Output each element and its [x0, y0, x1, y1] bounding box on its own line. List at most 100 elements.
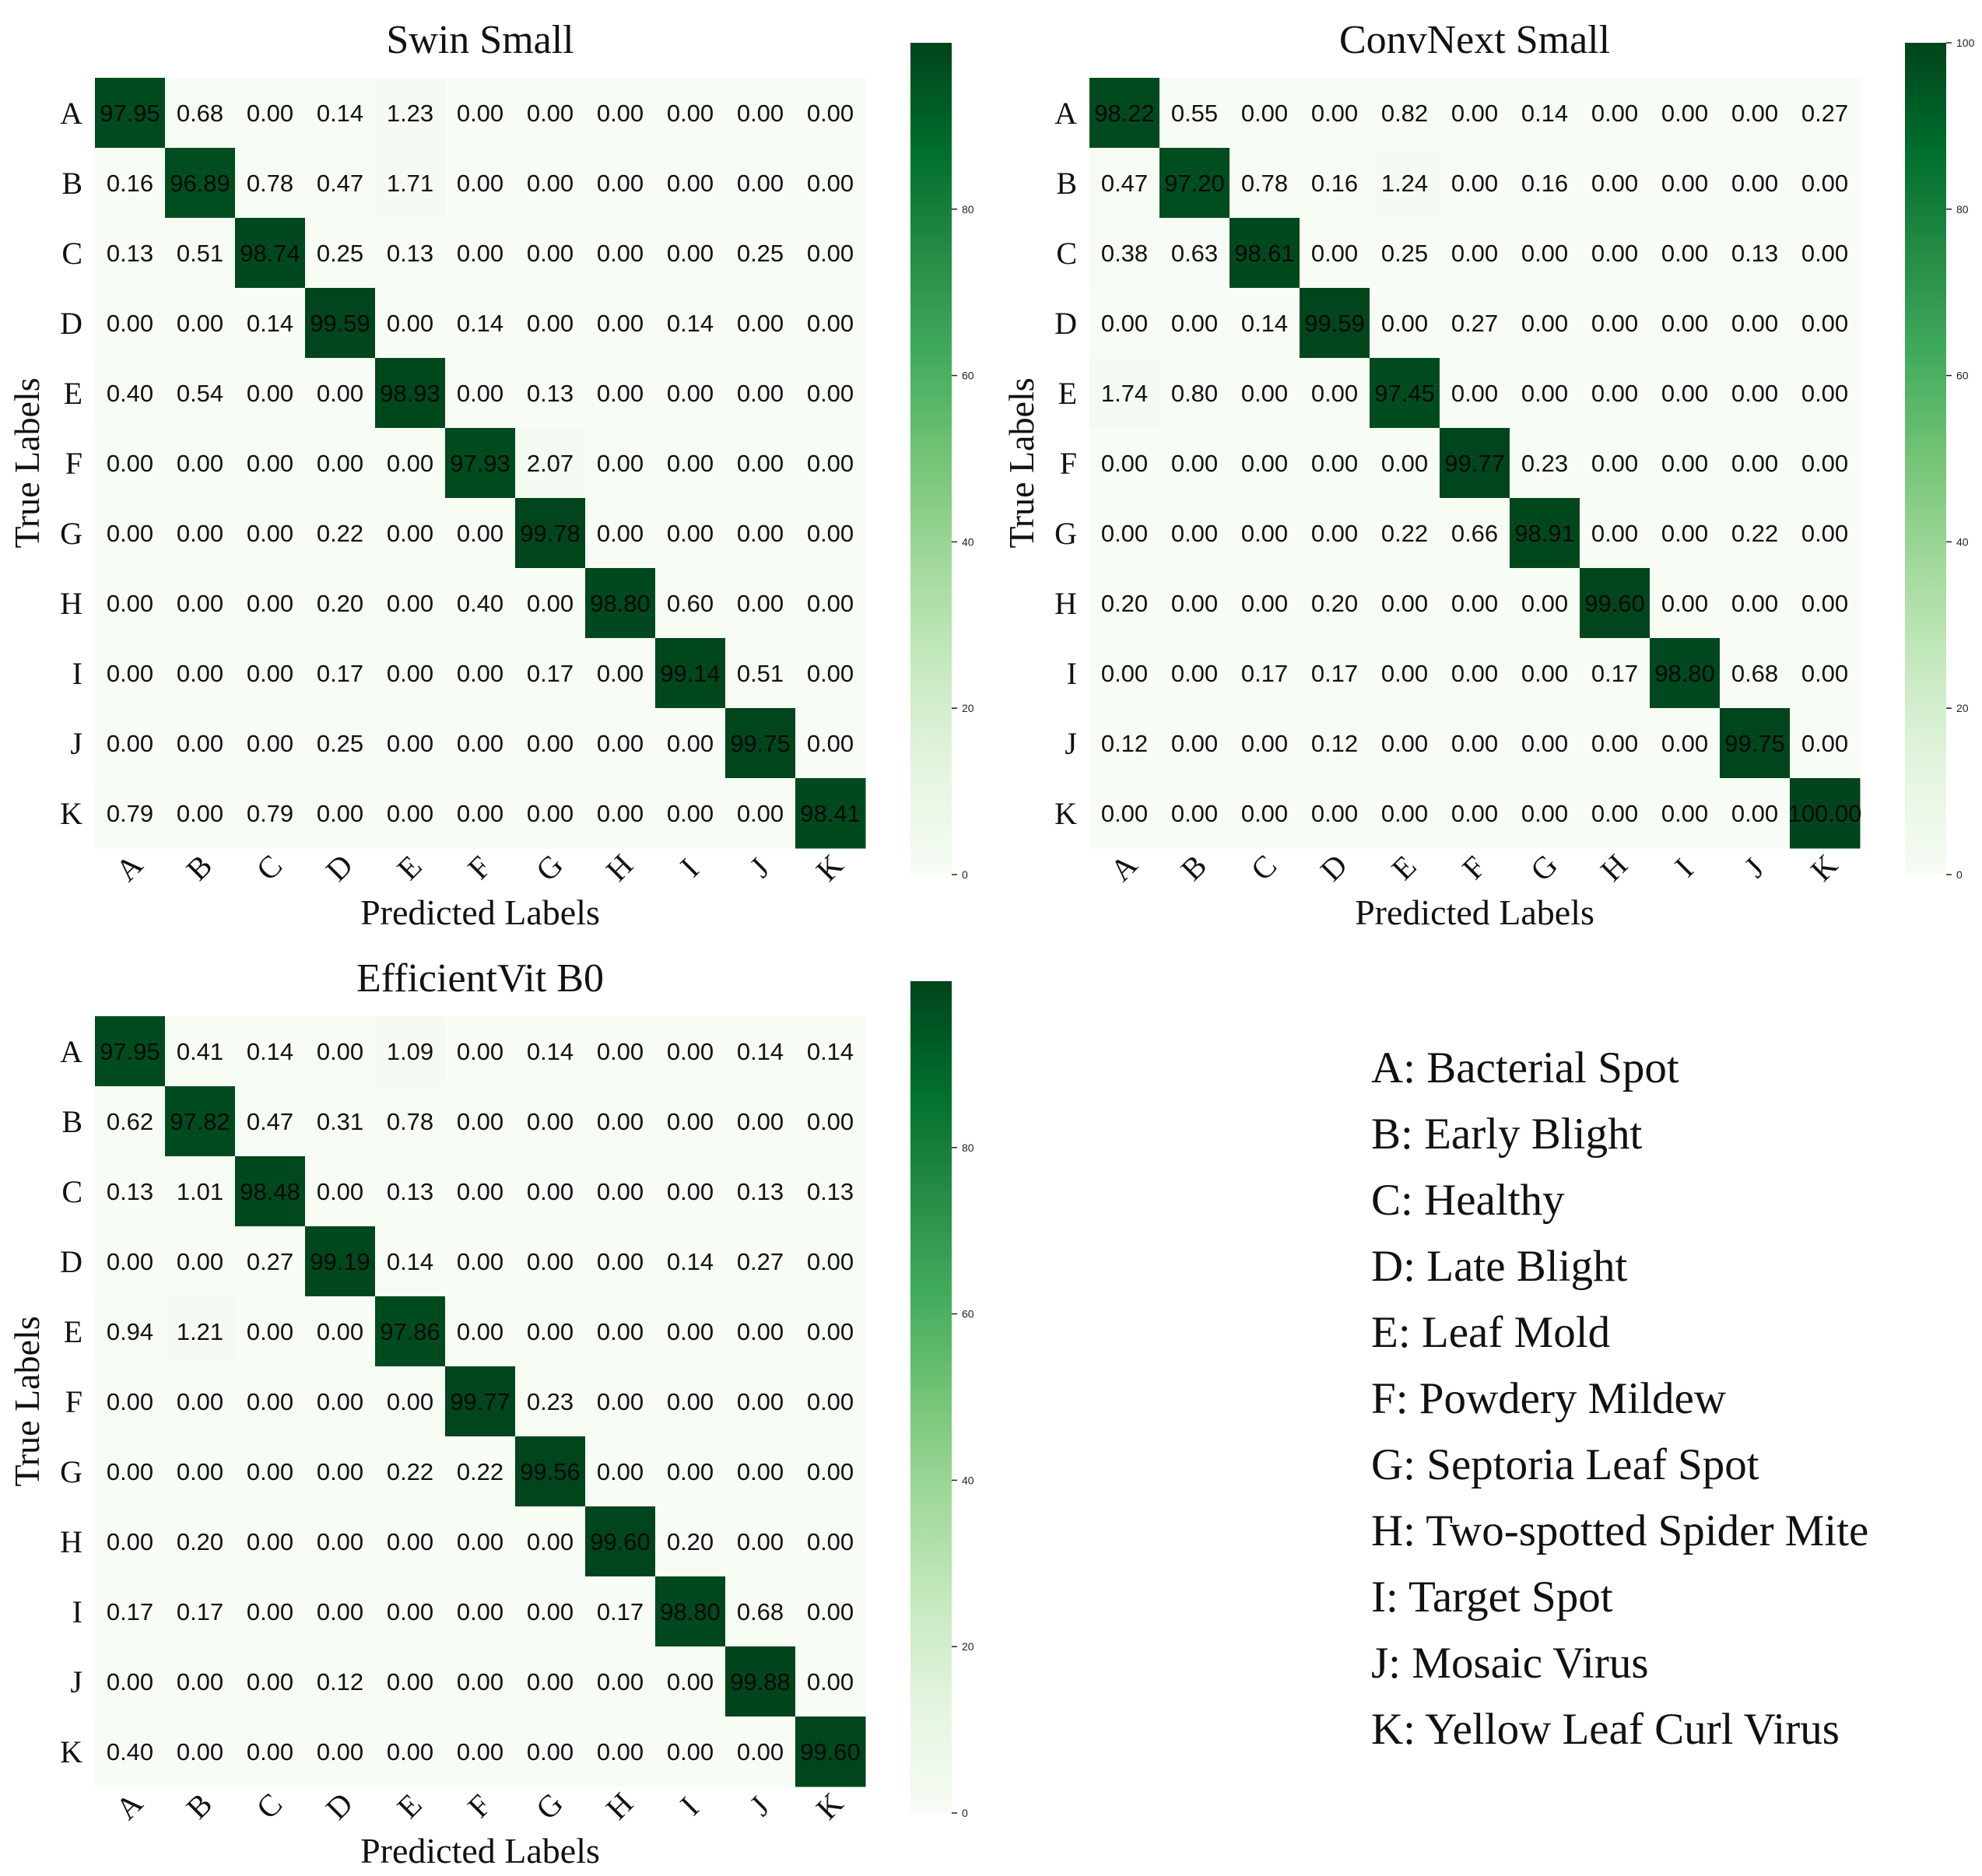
- y-tick-label: K: [60, 796, 82, 831]
- cell-value-label: 99.77: [450, 1388, 510, 1415]
- heatmap-cell: [165, 1366, 236, 1437]
- heatmap-cell: [795, 148, 866, 219]
- cell-value-label: 0.27: [737, 1248, 784, 1275]
- heatmap-cell: [795, 1016, 866, 1087]
- heatmap-cell: [725, 1646, 796, 1717]
- heatmap-cell: [375, 568, 446, 639]
- colorbar-tick-label: 100: [1956, 37, 1975, 49]
- cell-value-label: 0.00: [317, 1388, 363, 1415]
- heatmap-cell: [305, 1716, 376, 1787]
- heatmap-cell: [1089, 78, 1160, 149]
- heatmap-cell: [165, 288, 236, 359]
- y-tick-label: F: [1060, 446, 1077, 481]
- cell-value-label: 0.00: [457, 1598, 503, 1625]
- heatmap-cell: [1790, 708, 1861, 779]
- heatmap-cell: [725, 148, 796, 219]
- heatmap-cell: [1159, 778, 1230, 849]
- heatmap-cell: [655, 218, 726, 289]
- heatmap-cell: [655, 148, 726, 219]
- cell-value-label: 98.48: [240, 1178, 300, 1205]
- cell-value-label: 99.56: [520, 1458, 581, 1485]
- heatmap-cell: [1580, 428, 1650, 499]
- y-tick-label: C: [1056, 236, 1077, 271]
- heatmap-cell: [725, 1436, 796, 1507]
- cell-value-label: 0.40: [107, 380, 153, 407]
- heatmap-cell: [235, 638, 306, 709]
- cell-value-label: 0.00: [107, 1458, 153, 1485]
- heatmap-cell: [655, 1156, 726, 1227]
- cell-value-label: 0.00: [1521, 240, 1568, 267]
- cell-value-label: 0.00: [597, 170, 644, 197]
- heatmap-cell: [515, 358, 586, 429]
- heatmap-cell: [795, 1646, 866, 1717]
- cell-value-label: 0.00: [1521, 310, 1568, 337]
- heatmap-cell: [655, 498, 726, 569]
- heatmap-cell: [235, 1436, 306, 1507]
- heatmap-cell: [1089, 148, 1160, 219]
- x-tick-label: E: [390, 848, 428, 886]
- heatmap-cell: [515, 1436, 586, 1507]
- confusion-matrix-panel-1: 97.95 0.68 0.00 0.14 1.23 0.00 0.00 0.00 0.00 0.0…: [7, 18, 974, 932]
- cell-value-label: 0.13: [387, 1178, 433, 1205]
- heatmap-cell: [585, 1506, 656, 1577]
- heatmap-cell: [445, 1226, 516, 1297]
- heatmap-cell: [95, 428, 166, 499]
- cell-value-label: 0.20: [667, 1528, 714, 1555]
- legend-item-e: E: Leaf Mold: [1371, 1308, 1611, 1357]
- heatmap-cell: [725, 778, 796, 849]
- heatmap-cell: [515, 638, 586, 709]
- heatmap-cell: [1089, 358, 1160, 429]
- heatmap-cell: [585, 708, 656, 779]
- cell-value-label: 0.00: [527, 1528, 574, 1555]
- heatmap-cell: [305, 1156, 376, 1227]
- heatmap-cell: [1300, 498, 1370, 569]
- cell-value-label: 0.00: [1661, 800, 1708, 827]
- y-tick-label: B: [1056, 166, 1077, 201]
- cell-value-label: 0.00: [1731, 380, 1778, 407]
- cell-value-label: 0.00: [807, 590, 854, 617]
- heatmap-cell: [585, 1226, 656, 1297]
- heatmap-cell: [1370, 218, 1440, 289]
- cell-value-label: 0.00: [737, 590, 784, 617]
- heatmap-cell: [445, 78, 516, 149]
- cell-value-label: 0.22: [1731, 520, 1778, 547]
- cell-value-label: 97.20: [1164, 170, 1225, 197]
- heatmap-cell: [305, 78, 376, 149]
- cell-value-label: 0.00: [807, 100, 854, 127]
- heatmap-cell: [1790, 428, 1861, 499]
- colorbar: [1905, 43, 1946, 875]
- heatmap-cell: [1650, 358, 1721, 429]
- x-tick-label: G: [529, 847, 570, 888]
- heatmap-cell: [1790, 638, 1861, 709]
- heatmap-cell: [95, 1436, 166, 1507]
- cell-value-label: 0.00: [387, 800, 433, 827]
- cell-value-label: 0.00: [317, 1038, 363, 1065]
- heatmap-cell: [235, 498, 306, 569]
- heatmap-cell: [1370, 78, 1440, 149]
- heatmap-cell: [235, 428, 306, 499]
- heatmap-cell: [725, 1576, 796, 1647]
- cell-value-label: 1.21: [177, 1318, 223, 1345]
- cell-value-label: 0.00: [457, 1528, 503, 1555]
- heatmap-cell: [95, 568, 166, 639]
- heatmap-cell: [305, 218, 376, 289]
- cell-value-label: 0.63: [1171, 240, 1218, 267]
- heatmap-cell: [1089, 638, 1160, 709]
- heatmap-cell: [1440, 498, 1510, 569]
- cell-value-label: 97.82: [170, 1108, 230, 1135]
- heatmap-cell: [445, 1436, 516, 1507]
- cell-value-label: 0.17: [597, 1598, 644, 1625]
- cell-value-label: 0.00: [807, 1318, 854, 1345]
- chart-title: ConvNext Small: [1339, 18, 1610, 62]
- cell-value-label: 0.00: [1311, 450, 1358, 477]
- heatmap-cell: [1300, 428, 1370, 499]
- heatmap-cell: [1720, 78, 1791, 149]
- cell-value-label: 0.00: [1451, 240, 1498, 267]
- cell-value-label: 0.00: [527, 1108, 574, 1135]
- heatmap-cell: [1510, 78, 1580, 149]
- heatmap-cell: [1230, 498, 1300, 569]
- cell-value-label: 0.00: [1731, 310, 1778, 337]
- heatmap-cell: [585, 1646, 656, 1717]
- cell-value-label: 0.00: [1661, 450, 1708, 477]
- cell-value-label: 99.75: [1724, 730, 1785, 757]
